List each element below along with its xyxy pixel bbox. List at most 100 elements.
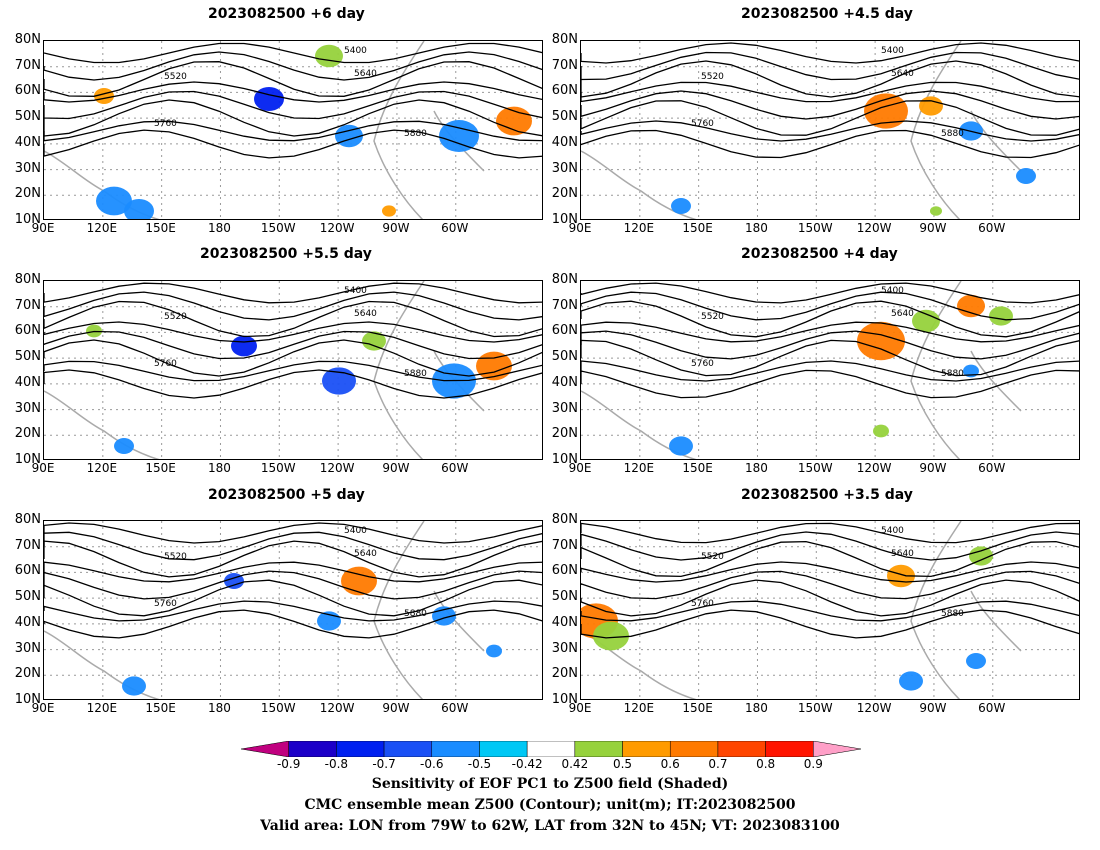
lon-label: 90W: [919, 701, 947, 715]
map-panel: 5400 5520 5640 5760 5880: [43, 40, 543, 220]
sensitivity-region: [362, 331, 386, 351]
lat-label: 30N: [551, 400, 578, 416]
contour-label: 5520: [164, 312, 187, 322]
lat-label: 60N: [14, 323, 41, 339]
lat-label: 70N: [551, 57, 578, 73]
lon-label: 90W: [382, 701, 410, 715]
map-panel: 5400 5520 5640 5760 5880: [43, 280, 543, 460]
z500-contour: [581, 291, 1079, 321]
colorbar-swatch: [288, 740, 337, 758]
lat-label: 80N: [14, 272, 41, 287]
sensitivity-region: [966, 653, 986, 669]
contour-label: 5760: [691, 359, 714, 369]
lat-label: 70N: [14, 537, 41, 553]
sensitivity-region: [919, 96, 943, 116]
lat-label: 10N: [14, 212, 41, 227]
sensitivity-region: [231, 335, 257, 357]
lat-label: 60N: [551, 83, 578, 99]
z500-contour: [581, 300, 1079, 338]
z500-contour: [44, 360, 542, 382]
sensitivity-region: [382, 205, 396, 217]
lat-label: 30N: [14, 640, 41, 656]
lon-label: 120E: [86, 461, 118, 475]
lon-label: 90W: [382, 221, 410, 235]
z500-contour: [44, 42, 542, 64]
colorbar-swatch: [383, 740, 433, 758]
lon-label: 60W: [978, 461, 1006, 475]
colorbar-label: 0.42: [561, 757, 589, 771]
footer-line-2: CMC ensemble mean Z500 (Contour); unit(m…: [304, 797, 796, 813]
lon-label: 150W: [260, 221, 296, 235]
lon-label: 90W: [382, 461, 410, 475]
sensitivity-region: [857, 321, 905, 361]
z500-contour: [581, 321, 1079, 343]
contour-label: 5520: [701, 312, 724, 322]
contour-label: 5880: [404, 369, 427, 379]
lon-label: 150W: [797, 701, 833, 715]
sensitivity-region: [96, 186, 132, 216]
sensitivity-region: [439, 120, 479, 152]
z500-contour: [44, 561, 542, 583]
map-svg: 5400 5520 5640 5760 5880: [44, 521, 542, 699]
z500-contour: [44, 99, 542, 137]
map-svg: 5400 5520 5640 5760 5880: [581, 281, 1079, 459]
z500-contour: [44, 321, 542, 343]
lon-label: 60W: [441, 221, 469, 235]
z500-contour: [581, 579, 1079, 617]
z500-contour: [44, 51, 542, 81]
z500-contour: [44, 330, 542, 360]
z500-contour: [44, 609, 542, 639]
sensitivity-region: [912, 309, 940, 333]
sensitivity-region: [254, 87, 284, 111]
colorbar-label: -0.6: [420, 757, 444, 771]
z500-contour: [581, 330, 1079, 360]
sensitivity-region: [124, 199, 154, 219]
lat-label: 80N: [14, 512, 41, 527]
lon-label: 90W: [919, 221, 947, 235]
lon-label: 120W: [319, 221, 355, 235]
sensitivity-region: [930, 206, 942, 216]
sensitivity-region: [315, 44, 343, 68]
z500-contour: [581, 600, 1079, 622]
lon-label: 60W: [978, 221, 1006, 235]
lat-label: 40N: [551, 374, 578, 390]
lon-label: 150W: [260, 461, 296, 475]
z500-contour: [44, 540, 542, 578]
contour-label: 5520: [701, 72, 724, 82]
lon-label: 60W: [978, 701, 1006, 715]
lon-label: 120W: [319, 461, 355, 475]
panel-title: 2023082500 +5 day: [208, 487, 365, 503]
lat-label: 40N: [551, 134, 578, 150]
map-svg: 5400 5520 5640 5760 5880: [581, 521, 1079, 699]
colorbar-swatch: [336, 740, 385, 758]
lon-label: 90E: [31, 221, 55, 235]
lat-label: 50N: [14, 109, 41, 125]
map-panel: 5400 5520 5640 5760 5880: [580, 280, 1080, 460]
lon-label: 120W: [319, 701, 355, 715]
lat-label: 80N: [551, 272, 578, 287]
lon-label: 180: [208, 221, 231, 235]
contour-label: 5400: [344, 46, 367, 56]
panel-title: 2023082500 +3.5 day: [741, 487, 913, 503]
panel-title: 2023082500 +5.5 day: [200, 246, 372, 262]
lat-label: 10N: [14, 452, 41, 467]
lon-label: 120E: [623, 701, 655, 715]
lon-label: 90E: [568, 221, 592, 235]
contour-label: 5400: [881, 286, 904, 296]
contour-label: 5760: [154, 119, 177, 129]
colorbar-label: 0.5: [612, 757, 633, 771]
lat-label: 10N: [551, 692, 578, 707]
z500-contour: [44, 120, 542, 142]
lat-label: 40N: [14, 614, 41, 630]
z500-contour: [44, 600, 542, 622]
lat-label: 30N: [551, 640, 578, 656]
colorbar-label: -0.9: [276, 757, 301, 771]
z500-contour: [44, 90, 542, 120]
z500-contour: [581, 100, 1079, 136]
contour-label: 5880: [404, 609, 427, 619]
colorbar-swatch: [813, 740, 862, 758]
lat-label: 80N: [551, 512, 578, 527]
map-svg: 5400 5520 5640 5760 5880: [44, 41, 542, 219]
colorbar-swatch: [479, 740, 528, 758]
coastline: [581, 41, 1022, 219]
